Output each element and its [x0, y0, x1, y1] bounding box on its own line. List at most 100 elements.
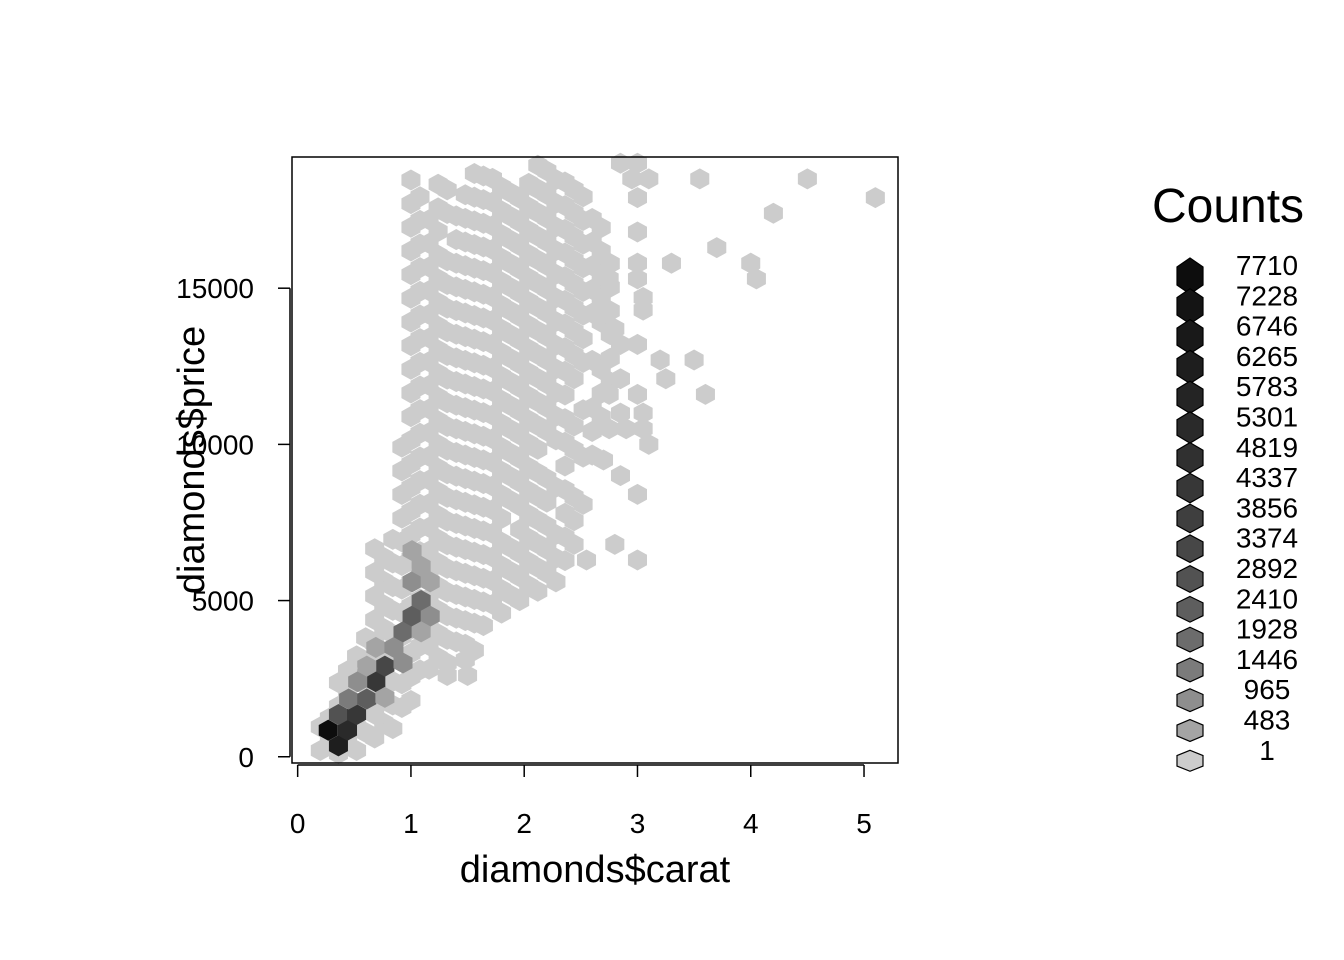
hexbin-cell — [528, 580, 548, 602]
legend-label: 6265 — [1236, 341, 1298, 372]
hexbin-cell — [622, 168, 642, 190]
hexbin-cells — [310, 152, 885, 765]
legend-label: 1446 — [1236, 644, 1298, 675]
x-tick-label: 4 — [743, 808, 759, 839]
hexbin-cell — [633, 418, 653, 440]
hexbin-cell-dense — [366, 671, 386, 693]
hexbin-cell — [610, 465, 630, 487]
hexbin-cell — [599, 383, 619, 405]
hexbin-cell — [627, 252, 647, 274]
hexbin-cell — [627, 268, 647, 290]
hexbin-cell — [576, 549, 597, 571]
hexbin-cell — [564, 510, 584, 532]
hexbin-cell-dense — [337, 719, 358, 741]
x-axis: 0 1 2 3 4 5 — [290, 764, 872, 839]
legend-label: 2892 — [1236, 553, 1298, 584]
legend-label: 965 — [1244, 674, 1291, 705]
hexbin-cell-dense — [328, 704, 348, 726]
y-tick-label: 5000 — [192, 586, 254, 617]
legend-label: 2410 — [1236, 583, 1298, 614]
x-tick-label: 2 — [516, 808, 532, 839]
legend-swatch — [1176, 380, 1204, 415]
legend-swatch — [1176, 565, 1204, 593]
hexbin-cell-dense — [402, 605, 422, 627]
hexbin-cell-dense — [357, 688, 377, 710]
hexbin-cell — [741, 252, 761, 274]
hexbin-cell — [555, 384, 575, 406]
hexbin-cell — [573, 493, 593, 515]
hexbin-cell — [627, 221, 647, 243]
hexbin-cell-dense — [420, 605, 440, 627]
hexbin-cell — [591, 217, 611, 239]
hexbin-cell — [573, 328, 593, 350]
hexbin-cell-dense — [393, 621, 413, 643]
hexbin-cell — [564, 415, 584, 437]
hexbin-cell-dense — [339, 688, 359, 710]
hexbin-cell — [555, 455, 575, 477]
plot-frame — [291, 156, 899, 764]
hexbin-cell — [564, 368, 584, 390]
hexbin-cell-dense — [347, 704, 367, 726]
hexbin-cell — [401, 169, 421, 191]
y-axis: 0 5000 10000 15000 — [176, 273, 291, 773]
x-axis-label: diamonds$carat — [460, 849, 731, 891]
hexbin-cell — [458, 665, 478, 687]
hexbin-cell-dense — [420, 571, 440, 593]
hexbin-cell — [661, 252, 681, 274]
legend-swatch — [1176, 411, 1204, 444]
hexbin-cell — [707, 237, 727, 259]
hexbin-cell — [365, 727, 385, 749]
hexbin-cell-dense — [384, 636, 404, 658]
legend-title: Counts — [1152, 180, 1304, 233]
hexbin-cell-dense — [375, 686, 395, 708]
hexbin-cell — [437, 179, 457, 201]
legend-label: 5301 — [1236, 402, 1298, 433]
hexbin-cell-dense — [348, 671, 368, 693]
hexbin-cell — [627, 483, 647, 505]
hexbin-cell — [633, 299, 653, 321]
hexbin-cell — [564, 533, 584, 555]
x-tick-label: 3 — [630, 808, 646, 839]
hexbin-cell — [537, 491, 557, 513]
hexbin-cell — [627, 549, 647, 571]
hexbin-cell — [605, 318, 625, 340]
hexbin-cell — [639, 168, 659, 190]
legend-swatch — [1176, 749, 1204, 772]
legend-swatch — [1176, 626, 1204, 653]
legend-swatch — [1176, 657, 1204, 683]
hexbin-cell-dense — [328, 735, 348, 757]
legend-label: 483 — [1244, 705, 1291, 736]
hexbin-cell — [347, 739, 367, 762]
hexbin-cell — [865, 187, 885, 209]
y-axis-label: diamonds$price — [171, 326, 213, 594]
hexbin-cell — [600, 253, 620, 275]
hexbin-cell — [763, 202, 783, 224]
legend: 7710722867466265578353014819433738563374… — [1176, 250, 1298, 772]
hexbin-cell — [528, 438, 548, 460]
hexbin-cell — [627, 383, 647, 405]
hexbin-cell — [627, 333, 647, 355]
hexbin-cell — [605, 533, 625, 555]
x-tick-label: 5 — [856, 808, 872, 839]
hexbin-cell-dense — [375, 655, 395, 677]
legend-swatch — [1176, 534, 1204, 564]
y-tick-label: 15000 — [176, 273, 254, 304]
hexbin-cell — [695, 383, 715, 405]
hexbin-cell-dense — [318, 719, 338, 741]
legend-swatch — [1176, 595, 1204, 623]
hexbin-cell — [599, 268, 619, 290]
legend-swatch — [1176, 441, 1204, 474]
hexbin-cell — [593, 449, 614, 471]
hexbin-cell — [546, 571, 566, 593]
hexbin-cell — [510, 590, 530, 612]
hexbin-cell — [600, 347, 620, 369]
hexbin-cell — [383, 718, 403, 740]
hexbin-cell-dense — [357, 655, 377, 677]
legend-label: 1928 — [1236, 614, 1298, 645]
hexbin-cell — [464, 640, 484, 662]
hexbin-cell — [627, 152, 647, 174]
hexbin-cell — [610, 402, 630, 424]
hexbin-cell-dense — [402, 540, 422, 562]
hexbin-cell — [656, 368, 676, 390]
hexbin-cell — [650, 349, 670, 371]
